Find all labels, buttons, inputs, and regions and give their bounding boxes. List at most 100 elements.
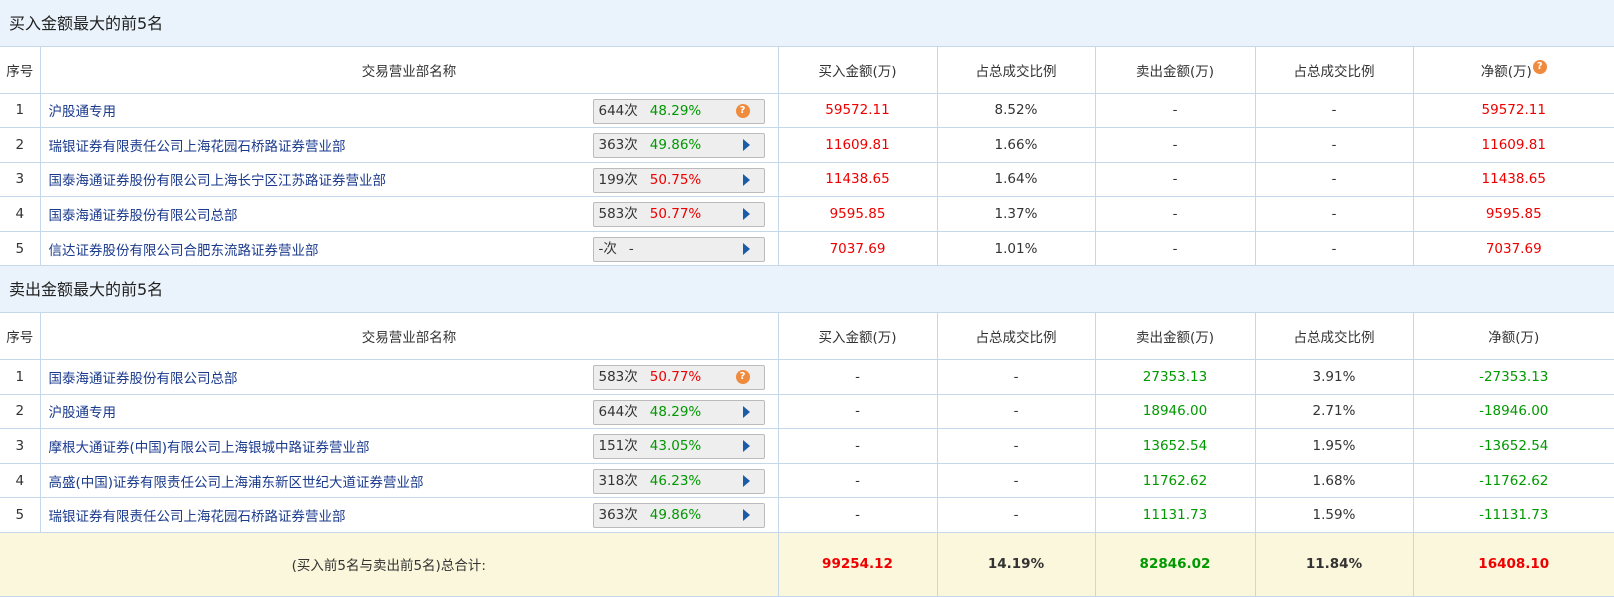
- branch-name-link[interactable]: 沪股通专用: [48, 405, 117, 422]
- row-seq: 2: [0, 394, 40, 430]
- question-icon[interactable]: ?: [1532, 59, 1547, 74]
- branch-name-link[interactable]: 瑞银证券有限责任公司上海花园石桥路证券营业部: [48, 509, 346, 526]
- branch-cell: 高盛(中国)证券有限责任公司上海浦东新区世纪大道证券营业部 318次 46.23%: [39, 463, 778, 499]
- times-count: 644次: [598, 102, 638, 119]
- arrow-right-icon[interactable]: [742, 405, 750, 418]
- buy-amount: 11438.65: [777, 162, 937, 198]
- branch-name-link[interactable]: 高盛(中国)证券有限责任公司上海浦东新区世纪大道证券营业部: [48, 474, 424, 491]
- buy-ratio: -: [936, 394, 1095, 430]
- total-buy: 99254.12: [777, 532, 937, 597]
- buy-ratio: -: [936, 359, 1095, 395]
- table-row: 4 国泰海通证券股份有限公司总部 583次 50.77% 9595.85 1.37% - -9…: [0, 196, 1614, 232]
- branch-cell: 国泰海通证券股份有限公司总部 583次 50.77%?: [39, 359, 778, 395]
- branch-name-link[interactable]: 摩根大通证券(中国)有限公司上海银城中路证券营业部: [48, 439, 370, 456]
- row-seq: 2: [0, 127, 40, 163]
- times-count: 363次: [598, 507, 638, 524]
- total-buy-ratio: 14.19%: [936, 532, 1095, 597]
- net-amount: 59572.11: [1412, 93, 1614, 129]
- buy-amount: -: [777, 497, 937, 533]
- sell-ratio: 1.95%: [1254, 428, 1413, 464]
- history-badge[interactable]: -次 -: [592, 236, 765, 262]
- sell-ratio: 1.59%: [1254, 497, 1413, 533]
- arrow-right-icon[interactable]: [742, 242, 750, 255]
- sell-amount: -: [1094, 231, 1255, 267]
- sell-amount: 18946.00: [1094, 394, 1255, 430]
- question-icon[interactable]: ?: [735, 369, 750, 384]
- history-badge[interactable]: 583次 50.77%?: [592, 364, 765, 390]
- history-badge[interactable]: 583次 50.77%: [592, 202, 765, 228]
- net-amount: 9595.85: [1412, 196, 1614, 232]
- buy-top5-table: 序号 交易营业部名称 买入金额(万) 占总成交比例 卖出金额(万) 占总成交比例…: [0, 47, 1614, 267]
- times-count: -次: [598, 240, 617, 257]
- branch-cell: 信达证券股份有限公司合肥东流路证券营业部 -次 -: [39, 231, 778, 267]
- history-badge[interactable]: 318次 46.23%: [592, 468, 765, 494]
- table-row: 3 摩根大通证券(中国)有限公司上海银城中路证券营业部 151次 43.05% - -13…: [0, 428, 1614, 464]
- table-header-row: 序号 交易营业部名称 买入金额(万) 占总成交比例 卖出金额(万) 占总成交比例…: [0, 47, 1614, 94]
- arrow-right-icon[interactable]: [742, 440, 750, 453]
- branch-name-link[interactable]: 沪股通专用: [48, 104, 117, 121]
- row-seq: 1: [0, 93, 40, 129]
- sell-top5-section: 卖出金额最大的前5名 序号 交易营业部名称 买入金额(万) 占总成交比例 卖出金…: [0, 266, 1614, 597]
- history-badge[interactable]: 644次 48.29%: [592, 399, 765, 425]
- win-rate: 49.86%: [649, 137, 702, 154]
- sell-top5-table: 序号 交易营业部名称 买入金额(万) 占总成交比例 卖出金额(万) 占总成交比例…: [0, 313, 1614, 597]
- branch-cell: 国泰海通证券股份有限公司总部 583次 50.77%: [39, 196, 778, 232]
- branch-name-link[interactable]: 国泰海通证券股份有限公司总部: [48, 370, 238, 387]
- row-seq: 5: [0, 497, 40, 533]
- total-net: 16408.10: [1412, 532, 1614, 597]
- branch-name-link[interactable]: 国泰海通证券股份有限公司总部: [48, 208, 238, 225]
- history-badge[interactable]: 363次 49.86%: [592, 133, 765, 159]
- total-row: (买入前5名与卖出前5名)总合计: 99254.12 14.19% 82846.…: [0, 532, 1614, 597]
- history-badge[interactable]: 363次 49.86%: [592, 503, 765, 529]
- buy-amount: -: [777, 359, 937, 395]
- branch-cell: 沪股通专用 644次 48.29%?: [39, 93, 778, 129]
- question-icon[interactable]: ?: [735, 103, 750, 118]
- arrow-right-icon[interactable]: [742, 509, 750, 522]
- branch-name-link[interactable]: 瑞银证券有限责任公司上海花园石桥路证券营业部: [48, 138, 346, 155]
- sell-ratio: 1.68%: [1254, 463, 1413, 499]
- sell-amount: 11762.62: [1094, 463, 1255, 499]
- branch-cell: 沪股通专用 644次 48.29%: [39, 394, 778, 430]
- sell-amount: -: [1094, 196, 1255, 232]
- col-sell-amount: 卖出金额(万): [1094, 47, 1255, 94]
- sell-ratio: -: [1254, 196, 1413, 232]
- sell-ratio: -: [1254, 127, 1413, 163]
- total-sell-ratio: 11.84%: [1254, 532, 1413, 597]
- col-buy-amount: 买入金额(万): [777, 47, 937, 94]
- history-badge[interactable]: 151次 43.05%: [592, 434, 765, 460]
- row-seq: 5: [0, 231, 40, 267]
- buy-ratio: 1.66%: [936, 127, 1095, 163]
- buy-ratio: -: [936, 428, 1095, 464]
- net-amount: 11438.65: [1412, 162, 1614, 198]
- total-sell: 82846.02: [1094, 532, 1255, 597]
- history-badge[interactable]: 199次 50.75%: [592, 167, 765, 193]
- win-rate: 46.23%: [649, 472, 702, 489]
- table-row: 2 沪股通专用 644次 48.29% - -18946.00 2.71% -18946.00: [0, 394, 1614, 430]
- sell-ratio: -: [1254, 93, 1413, 129]
- col-seq: 序号: [0, 313, 40, 360]
- net-amount: 11609.81: [1412, 127, 1614, 163]
- net-amount: -11131.73: [1412, 497, 1614, 533]
- total-label: (买入前5名与卖出前5名)总合计:: [0, 532, 778, 597]
- col-sell-ratio: 占总成交比例: [1254, 47, 1413, 94]
- row-seq: 1: [0, 359, 40, 395]
- col-net-amount: 净额(万)?: [1412, 47, 1614, 94]
- buy-ratio: 1.01%: [936, 231, 1095, 267]
- buy-amount: -: [777, 428, 937, 464]
- times-count: 318次: [598, 472, 638, 489]
- branch-name-link[interactable]: 国泰海通证券股份有限公司上海长宁区江苏路证券营业部: [48, 173, 387, 190]
- history-badge[interactable]: 644次 48.29%?: [592, 98, 765, 124]
- net-amount: 7037.69: [1412, 231, 1614, 267]
- times-count: 583次: [598, 206, 638, 223]
- row-seq: 3: [0, 428, 40, 464]
- times-count: 199次: [598, 171, 638, 188]
- branch-name-link[interactable]: 信达证券股份有限公司合肥东流路证券营业部: [48, 242, 319, 259]
- sell-amount: -: [1094, 127, 1255, 163]
- table-row: 5 瑞银证券有限责任公司上海花园石桥路证券营业部 363次 49.86% - -11131…: [0, 497, 1614, 533]
- buy-ratio: 1.64%: [936, 162, 1095, 198]
- arrow-right-icon[interactable]: [742, 173, 750, 186]
- arrow-right-icon[interactable]: [742, 208, 750, 221]
- arrow-right-icon[interactable]: [742, 474, 750, 487]
- sell-amount: 27353.13: [1094, 359, 1255, 395]
- arrow-right-icon[interactable]: [742, 139, 750, 152]
